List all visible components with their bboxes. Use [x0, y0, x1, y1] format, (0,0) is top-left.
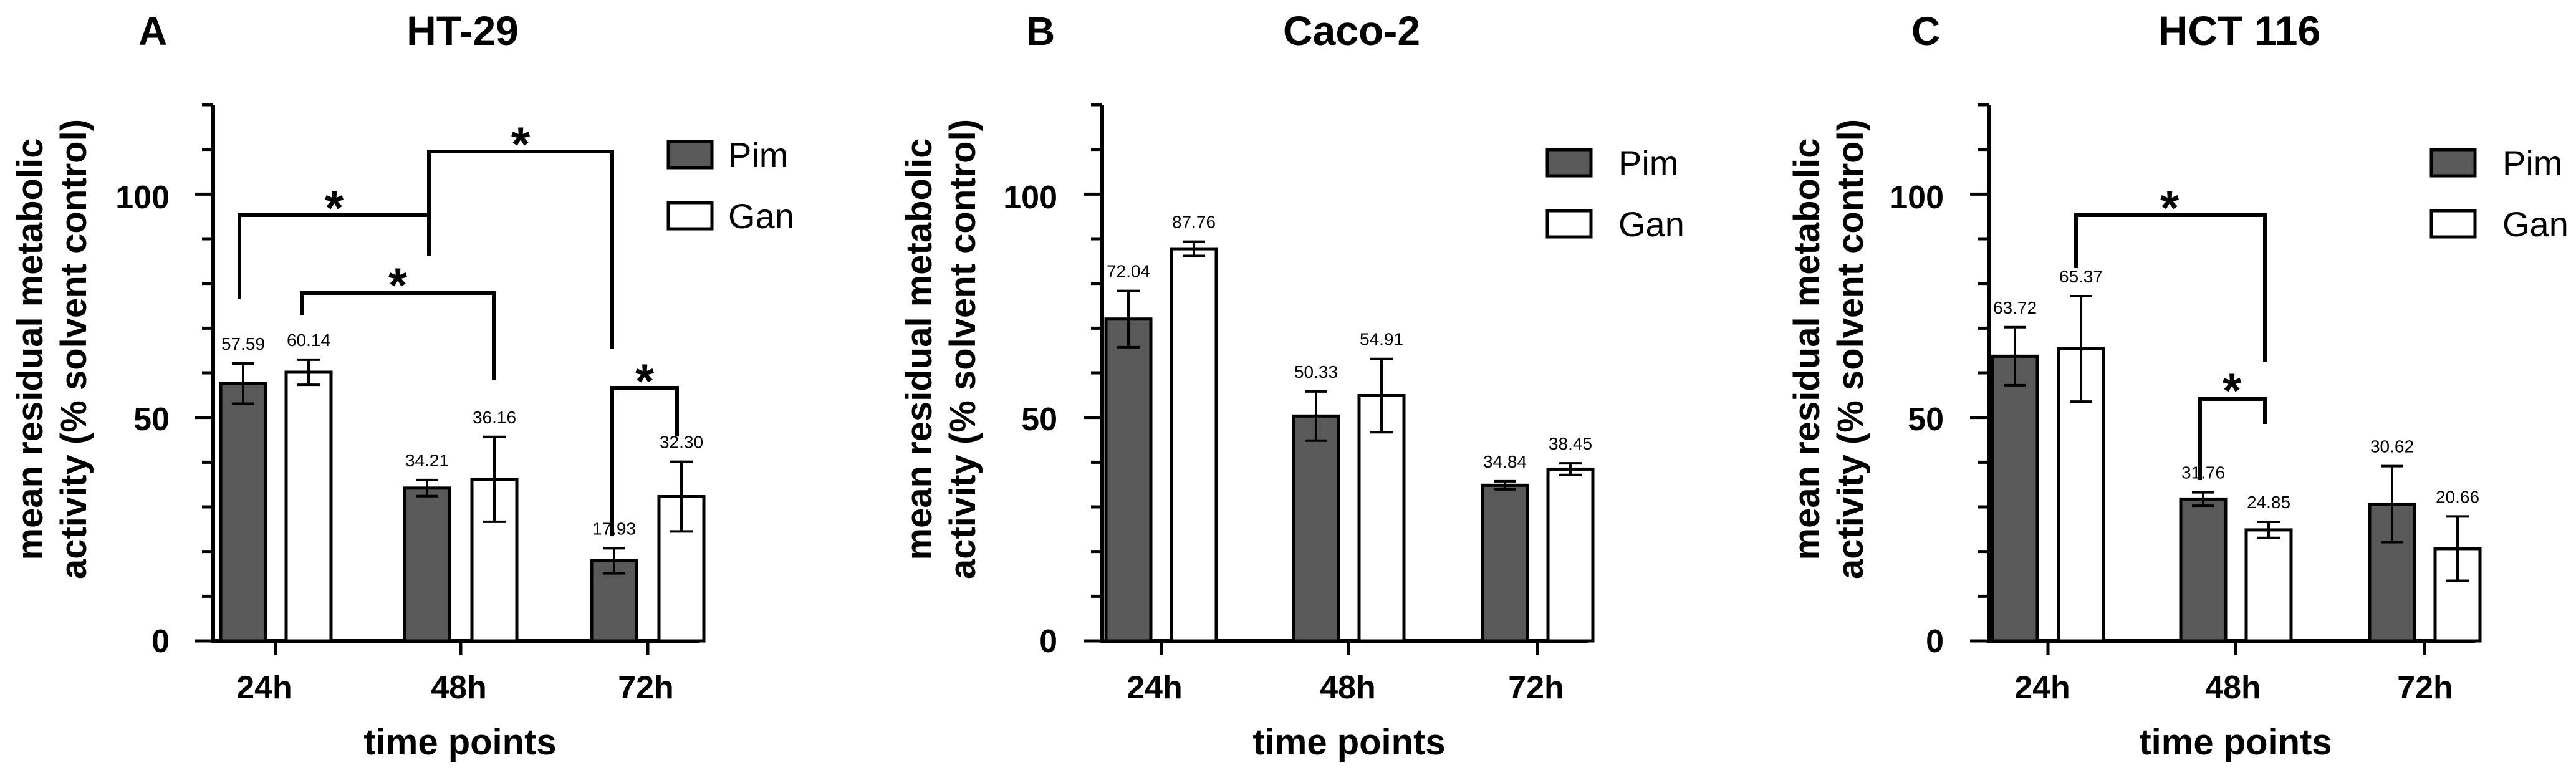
legend-label-a-gan: Gan [728, 196, 794, 236]
y-axis-label-a-line1: mean residual metabolic [10, 138, 50, 561]
y-tick-label-c-50: 50 [1908, 402, 1944, 438]
bar-c-pim-24h [1991, 354, 2039, 643]
legend-a: Pim Gan [666, 135, 794, 236]
y-tick-label-c-0: 0 [1926, 623, 1944, 660]
legend-swatch-b-pim [1545, 148, 1593, 178]
data-label-c-pim-24h: 63.72 [1993, 298, 2037, 317]
significance-star-c-1: * [2160, 180, 2180, 235]
x-axis-label-b: time points [1252, 722, 1445, 763]
significance-bracket-a-2 [300, 291, 496, 380]
panel-b: B Caco-2 mean residual metabolic activit… [899, 7, 1684, 763]
data-label-b-pim-48h: 50.33 [1294, 362, 1338, 382]
data-label-c-pim-48h: 31.76 [2181, 463, 2225, 483]
y-tick-label-a-50: 50 [133, 402, 170, 438]
y-tick-label-a-0: 0 [151, 623, 170, 660]
bar-c-gan-48h [2244, 528, 2293, 643]
y-axis-label-c-line2: activity (% solvent control) [1830, 119, 1871, 579]
panel-c: C HCT 116 mean residual metabolic activi… [1787, 7, 2569, 763]
data-label-c-pim-72h: 30.62 [2370, 437, 2414, 456]
significance-bracket-c-1 [2074, 213, 2267, 362]
data-label-c-gan-48h: 24.85 [2247, 493, 2290, 512]
bar-a-pim-48h [403, 486, 451, 643]
panel-letter-a: A [138, 9, 167, 54]
data-label-c-gan-24h: 65.37 [2059, 267, 2103, 286]
plot-area-b: 72.04 50.33 34.84 87.76 54.91 38.45 [1084, 103, 1595, 655]
chart-title-c: HCT 116 [2158, 7, 2320, 54]
bar-b-pim-24h [1104, 317, 1153, 643]
data-label-a-pim-24h: 57.59 [221, 334, 265, 354]
significance-star-a-1: * [325, 180, 344, 235]
bar-a-gan-48h [470, 478, 519, 643]
bar-b-pim-48h [1292, 414, 1340, 643]
significance-bracket-a-3 [427, 150, 614, 349]
data-label-b-gan-72h: 38.45 [1549, 434, 1592, 453]
y-tick-label-b-0: 0 [1039, 623, 1057, 660]
data-label-b-pim-24h: 72.04 [1107, 262, 1150, 281]
y-tick-label-a-100: 100 [115, 180, 170, 216]
data-label-c-gan-72h: 20.66 [2436, 487, 2479, 506]
legend-b: Pim Gan [1545, 143, 1684, 244]
x-tick-label-c-24h: 24h [2014, 670, 2070, 706]
plot-area-c: 63.72 31.76 30.62 65.37 24.85 20.66 * * [1970, 103, 2482, 655]
x-tick-label-a-48h: 48h [431, 670, 487, 706]
y-tick-label-c-100: 100 [1890, 180, 1944, 216]
legend-swatch-c-pim [2429, 148, 2477, 178]
legend-label-b-pim: Pim [1618, 143, 1678, 183]
chart-title-a: HT-29 [406, 7, 519, 54]
legend-label-c-gan: Gan [2502, 205, 2569, 244]
data-label-a-gan-48h: 36.16 [473, 408, 516, 427]
legend-c: Pim Gan [2429, 143, 2569, 244]
legend-label-b-gan: Gan [1618, 205, 1684, 244]
bar-b-gan-24h [1170, 247, 1218, 643]
data-label-b-gan-24h: 87.76 [1172, 213, 1216, 232]
bar-c-pim-48h [2179, 497, 2228, 643]
bar-a-pim-24h [219, 382, 267, 643]
x-tick-label-c-48h: 48h [2205, 670, 2261, 706]
legend-label-a-pim: Pim [728, 135, 788, 175]
legend-swatch-c-gan [2429, 209, 2477, 239]
data-label-a-gan-24h: 60.14 [287, 330, 330, 350]
panel-letter-b: B [1026, 9, 1055, 54]
legend-label-c-pim: Pim [2502, 143, 2562, 183]
x-tick-label-c-72h: 72h [2397, 670, 2453, 706]
bar-b-gan-72h [1546, 467, 1595, 643]
data-label-a-pim-48h: 34.21 [405, 451, 449, 470]
y-tick-label-b-100: 100 [1003, 180, 1057, 216]
y-axis-label-b-line2: activity (% solvent control) [943, 119, 983, 579]
x-tick-label-a-24h: 24h [236, 670, 292, 706]
x-tick-label-b-72h: 72h [1508, 670, 1564, 706]
y-axis-label-a-line2: activity (% solvent control) [54, 119, 94, 579]
data-label-b-gan-48h: 54.91 [1360, 330, 1403, 349]
x-tick-label-b-24h: 24h [1127, 670, 1183, 706]
significance-star-a-2: * [388, 257, 408, 312]
y-tick-label-b-50: 50 [1021, 402, 1057, 438]
bar-b-pim-72h [1481, 483, 1529, 643]
data-label-b-pim-72h: 34.84 [1483, 452, 1527, 471]
x-tick-label-a-72h: 72h [618, 670, 674, 706]
data-label-a-gan-72h: 32.30 [660, 433, 703, 452]
legend-swatch-a-pim [666, 140, 714, 170]
significance-bracket-c-2 [2198, 397, 2267, 480]
legend-swatch-a-gan [666, 201, 714, 231]
bar-a-gan-24h [284, 370, 333, 643]
significance-star-a-3: * [511, 117, 531, 171]
significance-star-c-2: * [2223, 363, 2242, 418]
x-axis-label-c: time points [2139, 722, 2332, 763]
panel-letter-c: C [1911, 9, 1940, 54]
significance-star-a-4: * [635, 354, 655, 408]
y-axis-label-c-line1: mean residual metabolic [1787, 138, 1827, 561]
y-axis-label-b-line1: mean residual metabolic [899, 138, 940, 561]
chart-title-b: Caco-2 [1283, 7, 1420, 54]
panel-a: A HT-29 mean residual metabolic activity… [10, 7, 794, 763]
legend-swatch-b-gan [1545, 209, 1593, 239]
significance-bracket-a-4 [610, 386, 679, 536]
x-axis-label-a: time points [363, 722, 556, 763]
x-tick-label-b-48h: 48h [1320, 670, 1376, 706]
